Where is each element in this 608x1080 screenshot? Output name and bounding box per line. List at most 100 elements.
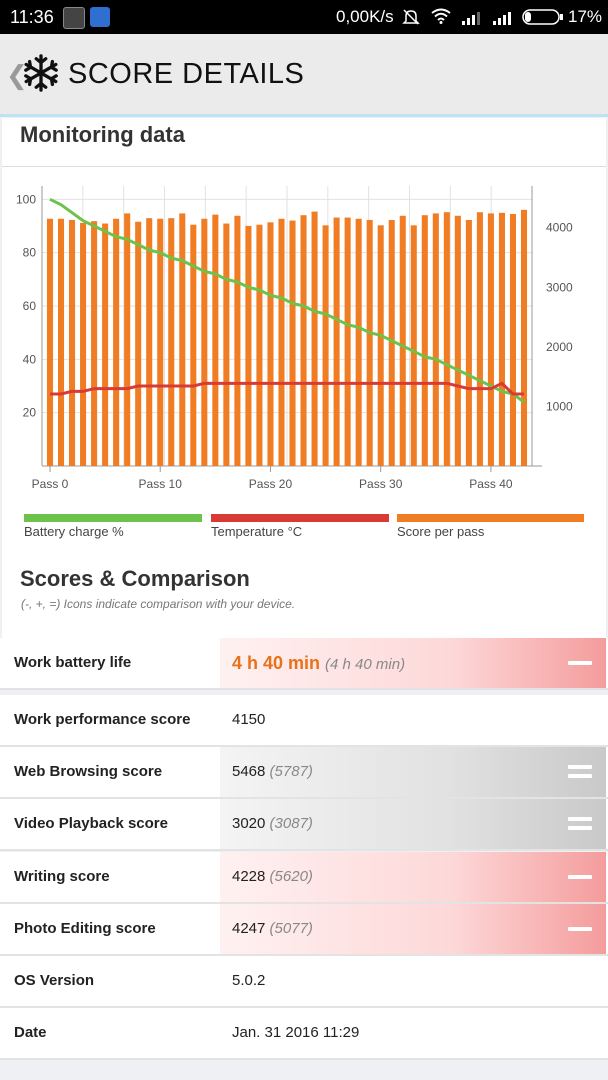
score-bar	[421, 215, 428, 466]
minus-icon	[568, 927, 592, 931]
score-bar	[498, 212, 505, 466]
x-tick-label: Pass 10	[139, 477, 183, 491]
score-bar	[476, 212, 483, 466]
row-label: Writing score	[14, 868, 110, 885]
y-left-tick-label: 60	[23, 299, 37, 313]
row-label: Video Playback score	[14, 815, 168, 832]
y-left-tick-label: 80	[23, 246, 37, 260]
value-cell: 4 h 40 min (4 h 40 min)	[220, 638, 606, 688]
value-main: 5468	[232, 763, 266, 780]
equal-icon	[568, 765, 592, 779]
score-bar	[168, 218, 175, 466]
scores-subtitle: (-, +, =) Icons indicate comparison with…	[21, 597, 296, 611]
score-bar	[245, 225, 252, 466]
score-bar	[454, 215, 461, 466]
score-bar	[113, 218, 120, 466]
score-bar	[46, 218, 54, 466]
x-tick-label: Pass 30	[359, 477, 403, 491]
score-bar	[234, 215, 241, 466]
score-bar	[344, 217, 351, 466]
mail-notification-icon	[90, 7, 110, 27]
page-title: SCORE DETAILS	[68, 58, 305, 90]
score-row-os-version: OS Version 5.0.2	[0, 956, 608, 1008]
legend-swatch-score	[397, 514, 584, 522]
value-cell: 4228 (5620)	[220, 852, 606, 902]
score-row-video-playback: Video Playback score 3020 (3087)	[0, 799, 608, 851]
score-bar	[102, 223, 109, 466]
score-bar	[333, 217, 340, 466]
y-left-tick-label: 40	[23, 352, 37, 366]
score-bar	[57, 218, 65, 466]
row-label: Photo Editing score	[14, 920, 156, 937]
legend-label-battery: Battery charge %	[24, 524, 124, 539]
x-tick-label: Pass 0	[32, 477, 69, 491]
monitoring-card: Monitoring data 100 80 60 40 20 4000 3000 2000 1…	[2, 118, 606, 638]
score-bar	[80, 222, 87, 466]
score-bar	[520, 209, 528, 467]
signal-icon	[462, 12, 480, 25]
row-label: Work performance score	[14, 711, 191, 728]
score-bar	[278, 218, 285, 466]
score-bar	[465, 219, 472, 466]
score-bar	[179, 213, 186, 466]
score-bar	[322, 225, 329, 466]
y-right-tick-label: 1000	[546, 399, 573, 413]
score-bar	[201, 218, 208, 466]
score-row-photo-editing: Photo Editing score 4247 (5077)	[0, 904, 608, 956]
app-header: ❮ SCORE DETAILS	[0, 34, 608, 117]
x-tick-label: Pass 40	[469, 477, 513, 491]
row-value: 5.0.2	[232, 972, 266, 989]
row-value: 4150	[232, 711, 266, 728]
battery-line	[49, 197, 525, 404]
monitoring-title: Monitoring data	[20, 122, 185, 147]
score-bar	[267, 222, 274, 466]
value-main: 4 h 40 min	[232, 653, 321, 673]
score-bar	[256, 224, 263, 466]
row-value: Jan. 31 2016 11:29	[232, 1024, 360, 1041]
legend-swatch-temperature	[211, 514, 389, 522]
y-right-tick-label: 2000	[546, 340, 573, 354]
score-bar	[135, 221, 142, 466]
score-row-date: Date Jan. 31 2016 11:29	[0, 1008, 608, 1060]
mute-icon	[402, 9, 420, 25]
legend-label-temperature: Temperature °C	[211, 524, 303, 539]
value-main: 4228	[232, 868, 266, 885]
monitoring-chart: 100 80 60 40 20 4000 3000 2000 1000 Pass 0 Pass 10…	[16, 186, 573, 491]
score-bar	[443, 212, 450, 466]
battery-icon	[522, 9, 563, 25]
y-left-tick-label: 100	[16, 192, 36, 206]
value-reference: (5077)	[269, 920, 313, 937]
value-reference: (4 h 40 min)	[325, 656, 406, 673]
temperature-line	[50, 381, 524, 396]
score-bar	[366, 219, 373, 466]
score-bar	[509, 214, 517, 466]
score-row-battery-life: Work battery life 4 h 40 min (4 h 40 min…	[0, 638, 608, 690]
signal-icon-2	[493, 12, 511, 25]
gallery-notification-icon	[63, 7, 85, 29]
score-bar	[377, 225, 384, 466]
network-speed: 0,00K/s	[336, 7, 394, 26]
y-left-tick-label: 20	[23, 406, 37, 420]
legend-label-score: Score per pass	[397, 524, 485, 539]
value-cell: 4150	[220, 695, 606, 745]
score-row-work-performance: Work performance score 4150	[0, 695, 608, 747]
equal-icon	[568, 817, 592, 831]
status-time: 11:36	[10, 7, 54, 27]
score-bar	[124, 213, 131, 466]
value-reference: (5787)	[269, 763, 313, 780]
legend-swatch-battery	[24, 514, 202, 522]
score-bar	[69, 219, 76, 466]
divider	[2, 166, 606, 167]
minus-icon	[568, 875, 592, 879]
score-bar	[289, 220, 296, 466]
score-bar	[487, 213, 494, 466]
minus-icon	[568, 661, 592, 665]
score-bar	[432, 213, 439, 466]
snowflake-icon	[24, 54, 58, 92]
y-right-tick-label: 3000	[546, 280, 573, 294]
y-right-tick-label: 4000	[546, 221, 573, 235]
score-bar	[212, 214, 219, 466]
score-bar	[388, 219, 395, 466]
row-label: Date	[14, 1024, 47, 1041]
chevron-left-icon[interactable]: ❮	[6, 60, 28, 90]
